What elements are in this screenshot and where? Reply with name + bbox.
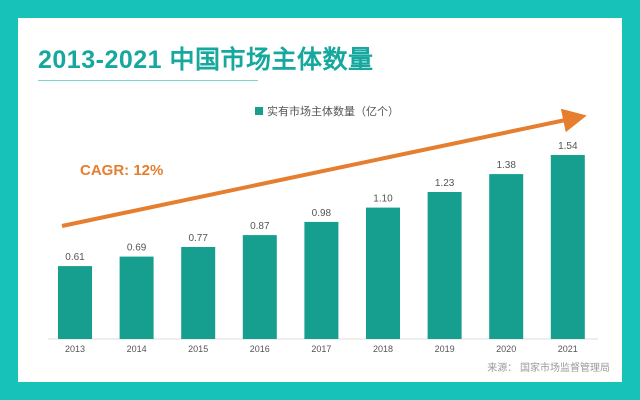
bar-2017 bbox=[304, 221, 339, 339]
cagr-annotation: CAGR: 12% bbox=[80, 162, 163, 179]
bar-2020 bbox=[489, 174, 524, 339]
x-tick-2014: 2014 bbox=[127, 344, 147, 354]
value-label-2014: 0.69 bbox=[127, 243, 147, 254]
x-tick-2013: 2013 bbox=[65, 344, 85, 354]
legend-swatch bbox=[255, 107, 263, 115]
value-label-2016: 0.87 bbox=[250, 221, 270, 232]
x-tick-2016: 2016 bbox=[250, 344, 270, 354]
x-tick-2018: 2018 bbox=[373, 344, 393, 354]
x-tick-2017: 2017 bbox=[311, 344, 331, 354]
source-note: 来源： 国家市场监督管理局 bbox=[487, 363, 610, 374]
chart-legend: 实有市场主体数量（亿个） bbox=[255, 104, 399, 118]
bar-2013 bbox=[58, 266, 92, 339]
x-tick-labels-group: 2013 2014 2015 2016 2017 2018 2019 2020 2021 bbox=[65, 344, 578, 354]
x-tick-2015: 2015 bbox=[188, 344, 208, 354]
chart-title: 2013-2021 中国市场主体数量 bbox=[38, 46, 374, 74]
value-label-2018: 1.10 bbox=[373, 194, 393, 205]
value-label-2013: 0.61 bbox=[65, 252, 85, 263]
bar-2021 bbox=[550, 155, 585, 339]
trend-arrow bbox=[61, 108, 587, 228]
title-underline bbox=[38, 80, 258, 81]
x-tick-2019: 2019 bbox=[435, 344, 455, 354]
x-tick-2021: 2021 bbox=[558, 344, 578, 354]
bar-2018 bbox=[366, 207, 400, 339]
x-tick-2020: 2020 bbox=[496, 344, 516, 354]
value-label-2020: 1.38 bbox=[496, 160, 516, 171]
value-label-2015: 0.77 bbox=[188, 233, 208, 244]
legend-label: 实有市场主体数量（亿个） bbox=[267, 104, 399, 118]
value-label-2017: 0.98 bbox=[312, 208, 332, 219]
bar-2014 bbox=[119, 256, 154, 339]
value-label-2019: 1.23 bbox=[435, 178, 455, 189]
bar-2015 bbox=[181, 247, 216, 339]
value-label-2021: 1.54 bbox=[558, 141, 578, 152]
bar-2019 bbox=[427, 192, 462, 339]
bar-2016 bbox=[242, 235, 277, 339]
bars-group bbox=[58, 155, 585, 339]
value-labels-group: 0.61 0.69 0.77 0.87 0.98 1.10 1.23 1.38 1.54 bbox=[65, 141, 578, 263]
